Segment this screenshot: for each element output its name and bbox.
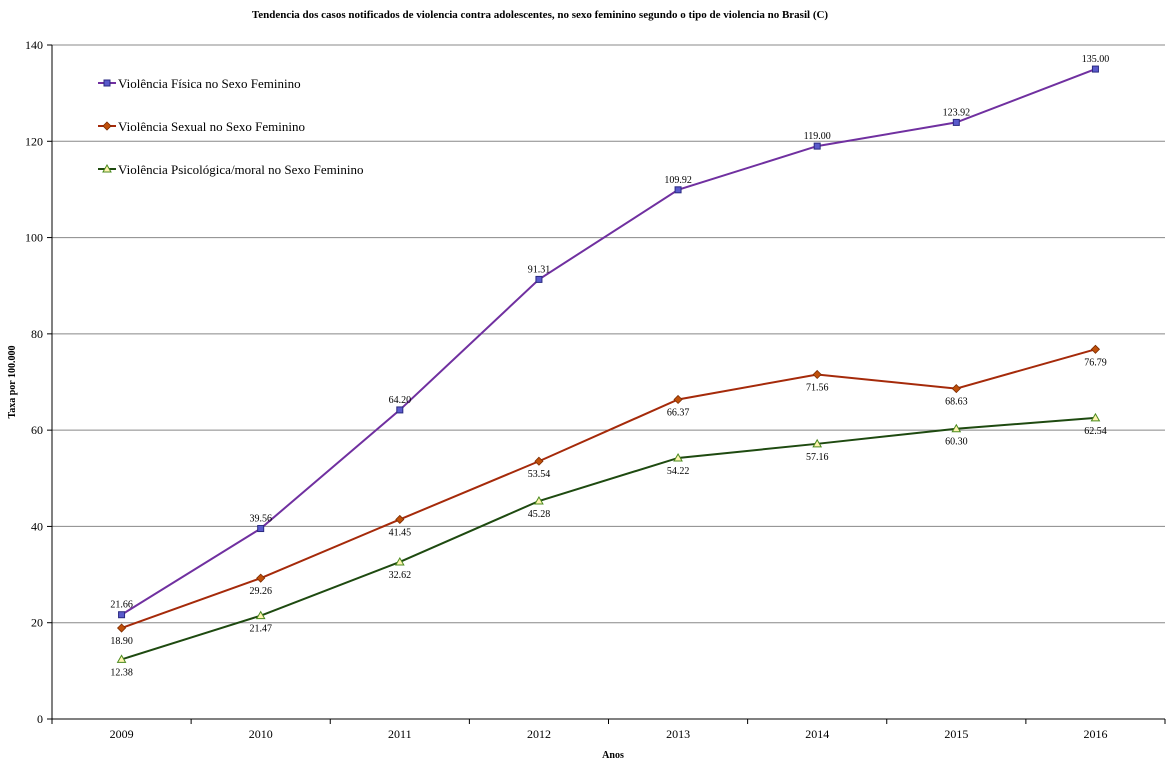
data-label: 91.31 (528, 264, 551, 275)
series-line (121, 348, 1096, 629)
data-label: 12.38 (110, 667, 133, 678)
axes (47, 44, 1166, 724)
data-point (256, 573, 266, 583)
data-label: 71.56 (806, 382, 829, 393)
series-line (121, 416, 1096, 661)
data-label: 66.37 (667, 407, 690, 418)
data-label: 119.00 (804, 131, 831, 142)
data-label: 76.79 (1084, 357, 1107, 368)
data-point (813, 142, 821, 150)
data-label: 29.26 (249, 586, 272, 597)
data-point (812, 438, 823, 448)
y-axis-title: Taxa por 100.000 (7, 345, 18, 418)
data-point (535, 275, 543, 283)
data-label: 54.22 (667, 466, 690, 477)
data-label: 62.54 (1084, 426, 1107, 437)
data-point (674, 186, 682, 194)
data-point (673, 394, 683, 405)
data-point (951, 423, 962, 433)
data-label: 109.92 (664, 175, 692, 186)
legend-marker (103, 79, 111, 87)
y-tick-label: 0 (37, 712, 43, 726)
y-tick-label: 20 (31, 616, 43, 630)
data-label: 53.54 (528, 469, 551, 480)
data-labels: 21.66 39.56 64.20 91.31 109.92 119.00 123.92 13… (110, 54, 1109, 678)
data-label: 57.16 (806, 452, 829, 463)
data-point (1091, 65, 1099, 73)
data-point (118, 611, 126, 619)
data-point (952, 118, 960, 126)
data-label: 18.90 (110, 636, 133, 647)
data-label: 21.47 (249, 624, 272, 635)
series-line (121, 68, 1096, 616)
data-point (394, 556, 405, 566)
legend-label: Violência Física no Sexo Feminino (118, 76, 301, 91)
legend-marker (102, 121, 112, 131)
data-point (255, 610, 266, 620)
legend-marker (102, 163, 112, 173)
x-tick-label: 2012 (527, 727, 551, 741)
data-point (1090, 412, 1101, 422)
y-tick-label: 60 (31, 423, 43, 437)
data-label: 39.56 (249, 514, 272, 525)
x-axis-title: Anos (602, 750, 624, 761)
x-tick-label: 2010 (249, 727, 273, 741)
data-label: 135.00 (1082, 54, 1110, 65)
y-tick-label: 100 (25, 231, 43, 245)
data-point (534, 496, 544, 505)
chart-title: Tendencia dos casos notificados de viole… (252, 9, 829, 21)
x-tick-label: 2009 (110, 727, 134, 741)
data-point (534, 456, 544, 466)
data-point (673, 452, 683, 462)
y-tick-label: 80 (31, 327, 43, 341)
series-lines (121, 68, 1096, 661)
data-label: 41.45 (389, 527, 412, 538)
data-point (1090, 344, 1101, 354)
data-label: 21.66 (110, 600, 133, 611)
x-tick-labels: 2009 2010 2011 2012 2013 2014 2015 2016 (110, 727, 1108, 741)
x-tick-label: 2011 (388, 727, 412, 741)
data-point (257, 525, 265, 533)
y-tick-label: 120 (25, 134, 43, 148)
data-label: 64.20 (389, 395, 412, 406)
series-markers (116, 65, 1101, 663)
x-tick-label: 2015 (944, 727, 968, 741)
legend-label: Violência Psicológica/moral no Sexo Femi… (118, 162, 363, 177)
x-tick-label: 2013 (666, 727, 690, 741)
x-tick-label: 2014 (805, 727, 829, 741)
data-point (395, 514, 405, 525)
data-point (396, 406, 404, 414)
y-tick-label: 140 (25, 38, 43, 52)
data-point (116, 654, 127, 663)
legend-label: Violência Sexual no Sexo Feminino (118, 119, 305, 134)
data-label: 32.62 (389, 570, 412, 581)
data-label: 60.30 (945, 437, 968, 448)
data-point (116, 623, 127, 633)
data-point (812, 369, 822, 380)
legend: Violência Física no Sexo Feminino Violênc… (98, 76, 363, 177)
x-tick-label: 2016 (1083, 727, 1107, 741)
data-point (951, 384, 961, 394)
y-tick-label: 40 (31, 519, 43, 533)
data-label: 68.63 (945, 397, 968, 408)
data-label: 45.28 (528, 509, 551, 520)
data-label: 123.92 (943, 107, 971, 118)
y-tick-labels: 0 20 40 60 80 100 120 140 (25, 38, 43, 726)
